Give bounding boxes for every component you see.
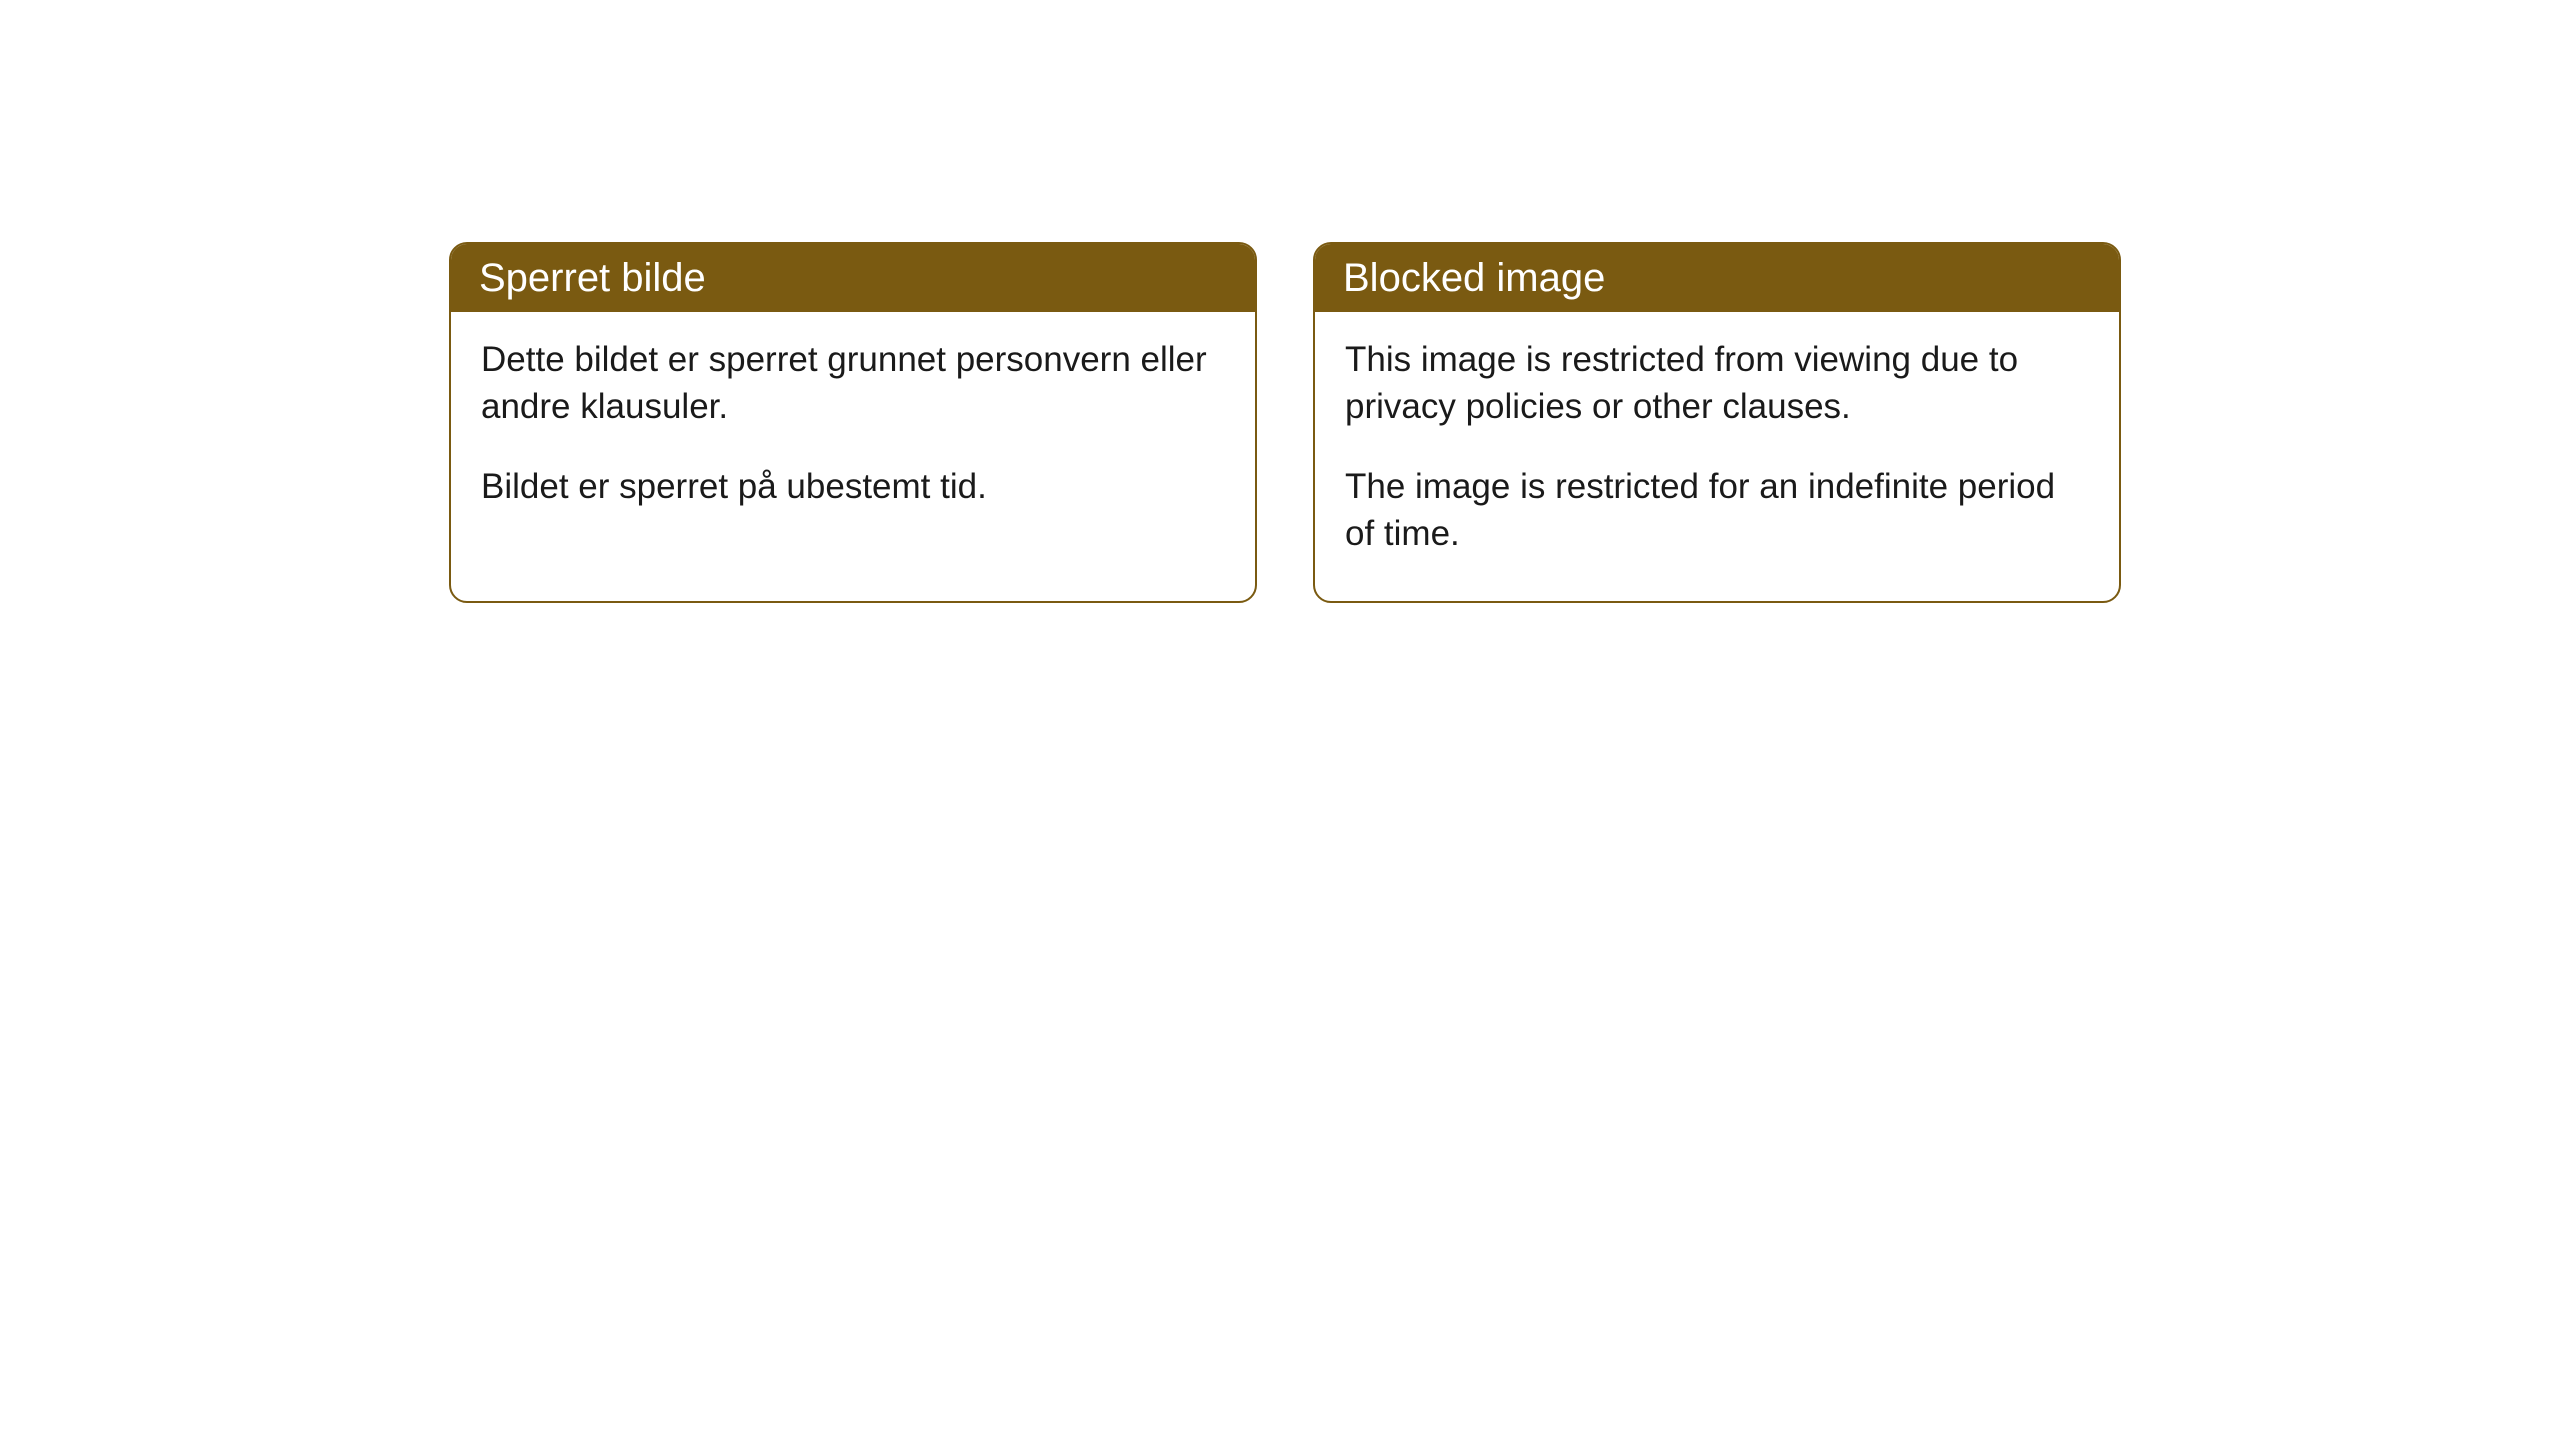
card-body-english: This image is restricted from viewing du… <box>1315 312 2119 601</box>
notice-cards-container: Sperret bilde Dette bildet er sperret gr… <box>449 242 2121 603</box>
card-paragraph-2: The image is restricted for an indefinit… <box>1345 463 2089 558</box>
notice-card-english: Blocked image This image is restricted f… <box>1313 242 2121 603</box>
notice-card-norwegian: Sperret bilde Dette bildet er sperret gr… <box>449 242 1257 603</box>
card-header-norwegian: Sperret bilde <box>451 244 1255 312</box>
card-paragraph-1: This image is restricted from viewing du… <box>1345 336 2089 431</box>
card-paragraph-2: Bildet er sperret på ubestemt tid. <box>481 463 1225 510</box>
card-header-english: Blocked image <box>1315 244 2119 312</box>
card-body-norwegian: Dette bildet er sperret grunnet personve… <box>451 312 1255 554</box>
card-paragraph-1: Dette bildet er sperret grunnet personve… <box>481 336 1225 431</box>
